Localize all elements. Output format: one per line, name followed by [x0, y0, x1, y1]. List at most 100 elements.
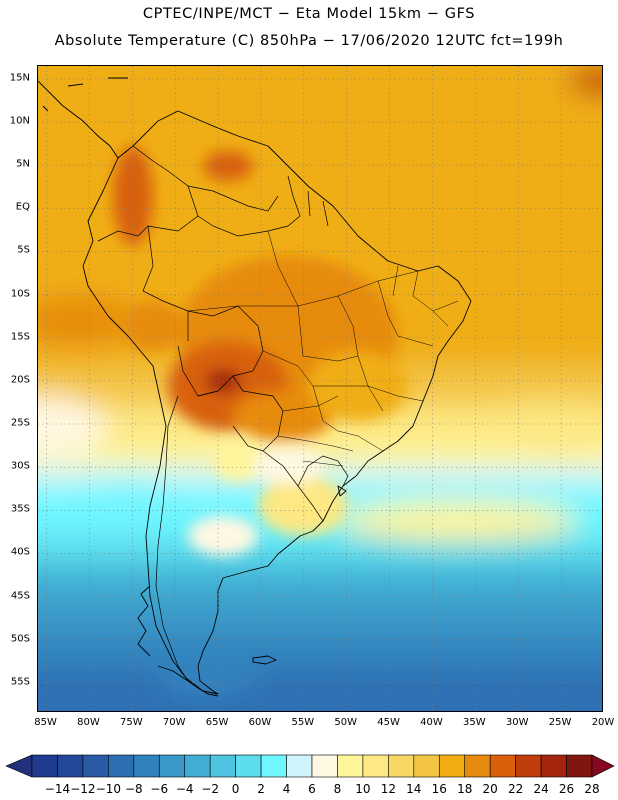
longitude-tick-label: 40W — [420, 717, 443, 728]
south-america-coast — [82, 110, 472, 695]
state-line — [337, 295, 384, 412]
colorbar-cell — [158, 754, 186, 778]
longitude-tick-label: 75W — [120, 717, 143, 728]
uruguay-border — [297, 455, 349, 487]
colorbar-cell — [464, 754, 491, 778]
colorbar-cell — [413, 754, 440, 778]
colorbar-label: −4 — [175, 782, 194, 796]
colorbar-label: 8 — [333, 782, 342, 796]
paraguay-border — [232, 375, 284, 452]
longitude-tick-label: 80W — [77, 717, 100, 728]
latitude-tick-label: 55S — [10, 676, 30, 688]
brazil-north-border — [197, 215, 301, 237]
colorbar-underflow-arrow — [5, 754, 33, 778]
latitude-tick-label: 35S — [10, 503, 30, 515]
latitude-tick-label: 5S — [17, 244, 30, 256]
latitude-tick-label: 15S — [10, 331, 30, 343]
colorbar-label: 2 — [257, 782, 265, 796]
chile-archipelago — [137, 585, 151, 657]
colorbar-cell — [311, 754, 338, 778]
longitude-tick-label: 65W — [205, 717, 229, 728]
colorbar-cell — [82, 754, 109, 778]
colorbar-label: 10 — [355, 782, 371, 796]
colorbar-label: −12 — [70, 782, 96, 796]
state-line — [277, 435, 354, 467]
colorbar-cell — [362, 754, 389, 778]
colorbar-label: 12 — [380, 782, 396, 796]
latitude-tick-label: 40S — [10, 546, 30, 558]
colorbar-label: −14 — [44, 782, 71, 796]
brazil-state-borders — [187, 230, 459, 467]
colorbar-cell — [184, 754, 211, 778]
latitude-tick-label: 25S — [10, 417, 30, 429]
colorbar-label: 26 — [558, 782, 575, 796]
latitude-tick-label: 15N — [9, 72, 30, 84]
map-canvas — [38, 66, 602, 711]
colorbar-cell — [388, 754, 415, 778]
colorbar-cell — [566, 754, 593, 778]
latitude-tick-label: 30S — [10, 460, 30, 472]
colorbar-cell — [108, 754, 135, 778]
colorbar-label: 18 — [457, 782, 473, 796]
central-america-outline — [38, 80, 119, 159]
colorbar-label: 28 — [584, 782, 600, 796]
latitude-tick-label: 10S — [10, 288, 30, 300]
latitude-tick-label: EQ — [15, 201, 30, 213]
colorbar-label: 0 — [231, 782, 240, 796]
colorbar-label: 20 — [482, 782, 498, 796]
colorbar-cell — [260, 754, 287, 778]
temperature-map — [37, 65, 603, 712]
chart-title-line1: CPTEC/INPE/MCT − Eta Model 15km − GFS — [142, 6, 476, 22]
colorbar-label: 4 — [282, 782, 291, 796]
longitude-tick-label: 50W — [334, 717, 358, 728]
longitude-tick-label: 20W — [591, 717, 615, 728]
land-outlines — [38, 77, 472, 697]
argentina-chile-border — [155, 395, 189, 682]
guianas-borders — [287, 175, 329, 227]
colorbar — [5, 754, 615, 778]
ecuador-peru-border — [97, 225, 149, 242]
colorbar-label: −6 — [150, 782, 169, 796]
colorbar-cell — [31, 754, 58, 778]
peru-brazil-border — [142, 225, 189, 341]
longitude-tick-label: 85W — [34, 717, 57, 728]
colorbar-cell — [235, 754, 262, 778]
state-line — [377, 280, 434, 347]
state-line — [187, 270, 419, 312]
colorbar-label: −8 — [124, 782, 143, 796]
caribbean-islands — [42, 77, 128, 112]
longitude-tick-label: 70W — [162, 717, 186, 728]
falkland-islands — [252, 655, 277, 665]
colorbar-cell — [286, 754, 313, 778]
colorbar-cell — [133, 754, 160, 778]
colorbar-cell — [209, 754, 236, 778]
colorbar-cell — [540, 754, 567, 778]
colorbar-label: −2 — [201, 782, 220, 796]
lagoa-dos-patos — [337, 485, 347, 497]
latitude-tick-label: 5N — [16, 158, 30, 170]
colorbar-overflow-arrow — [591, 754, 615, 778]
venezuela-border — [187, 185, 279, 212]
latitude-tick-label: 45S — [10, 590, 30, 602]
longitude-tick-label: 60W — [248, 717, 272, 728]
colorbar-cell — [489, 754, 516, 778]
state-line — [282, 385, 384, 452]
colorbar-label: 16 — [431, 782, 447, 796]
graticule — [38, 66, 602, 711]
colorbar-cell — [438, 754, 466, 778]
longitude-tick-label: 35W — [463, 717, 486, 728]
longitude-tick-label: 25W — [548, 717, 572, 728]
chart-title-line2: Absolute Temperature (C) 850hPa − 17/06/… — [54, 33, 564, 49]
colorbar-label: −10 — [95, 782, 122, 796]
state-line — [267, 230, 359, 362]
colorbar-label: 24 — [533, 782, 549, 796]
colorbar-cell — [337, 754, 364, 778]
tierra-del-fuego — [157, 665, 219, 697]
colorbar-label: 14 — [406, 782, 422, 796]
state-line — [392, 265, 459, 327]
colorbar-cells — [5, 754, 615, 778]
country-borders — [97, 145, 349, 682]
colorbar-label: 6 — [308, 782, 316, 796]
colorbar-label: 22 — [507, 782, 524, 796]
colorbar-cell — [515, 754, 542, 778]
